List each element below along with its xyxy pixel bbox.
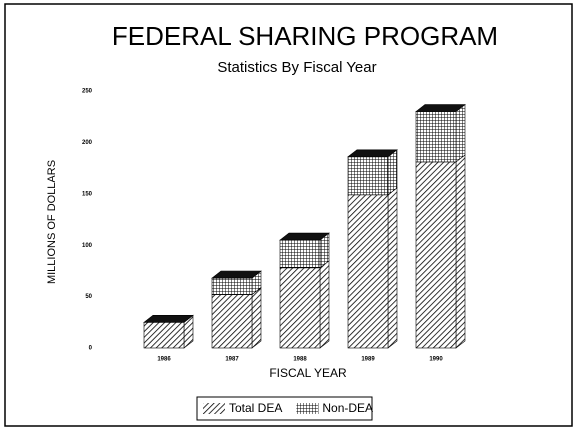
bar-top: [415, 104, 466, 112]
x-axis-label: FISCAL YEAR: [269, 366, 347, 380]
bar-side: [455, 154, 466, 349]
bar-top: [143, 314, 194, 323]
bar: [211, 294, 253, 349]
x-tick-label: 1989: [361, 357, 375, 363]
bar-side: [387, 149, 398, 196]
bar: [279, 267, 321, 349]
chart-title: FEDERAL SHARING PROGRAM: [112, 21, 498, 51]
y-tick-label: 150: [82, 191, 93, 197]
bar: [415, 161, 457, 349]
y-axis-label: MILLIONS OF DOLLARS: [46, 160, 58, 284]
bar-side: [387, 187, 398, 349]
x-tick-label: 1988: [293, 357, 307, 363]
bar-top: [211, 270, 262, 279]
bar-side: [455, 103, 466, 163]
legend-swatch: [296, 403, 319, 414]
frame: [4, 3, 573, 427]
x-tick-label: 1990: [429, 357, 443, 363]
legend-label: Total DEA: [229, 401, 282, 415]
x-tick-label: 1986: [157, 357, 171, 363]
y-tick-label: 50: [85, 294, 92, 300]
bar-top: [347, 149, 398, 158]
y-tick-label: 0: [89, 346, 93, 352]
bar-side: [251, 286, 262, 349]
bar: [143, 321, 185, 349]
y-tick-label: 200: [82, 140, 93, 146]
bar: [347, 194, 389, 349]
y-tick-label: 100: [82, 243, 93, 249]
bar: [211, 277, 253, 295]
bar-top: [279, 232, 330, 241]
x-tick-label: 1987: [225, 357, 239, 363]
bar: [347, 156, 389, 196]
legend-box: [196, 396, 373, 421]
bar: [279, 239, 321, 269]
chart-subtitle: Statistics By Fiscal Year: [217, 59, 376, 76]
legend-label: Non-DEA: [322, 401, 373, 415]
legend-swatch: [203, 403, 225, 414]
bar-side: [319, 260, 330, 349]
bar: [415, 111, 457, 163]
y-tick-label: 250: [82, 89, 93, 95]
